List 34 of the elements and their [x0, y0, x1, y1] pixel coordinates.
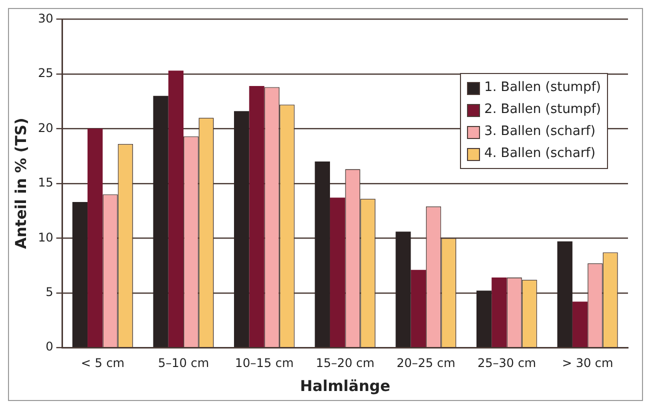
y-axis-title: Anteil in % (TS)	[12, 118, 30, 249]
x-tick-label: 25–30 cm	[477, 356, 536, 370]
bar	[492, 278, 507, 347]
bar	[249, 86, 264, 347]
x-tick-label: 5–10 cm	[158, 356, 210, 370]
x-tick-label: < 5 cm	[80, 356, 124, 370]
x-tick-label: 15–20 cm	[316, 356, 374, 370]
legend-label: 2. Ballen (stumpf)	[484, 101, 601, 119]
bar	[476, 290, 492, 347]
x-axis-title: Halmlänge	[300, 376, 390, 395]
y-tick-label: 0	[46, 340, 54, 354]
bar	[72, 202, 88, 347]
y-tick-label: 30	[38, 11, 54, 26]
y-tick-label: 15	[38, 176, 54, 190]
y-tick-label: 25	[38, 66, 54, 80]
bar	[557, 241, 572, 347]
x-tick-label: > 30 cm	[562, 356, 614, 370]
bar	[314, 162, 330, 347]
bar	[410, 270, 426, 347]
x-tick-label: 10–15 cm	[234, 356, 294, 370]
bar	[88, 128, 103, 347]
bar	[168, 70, 184, 347]
legend-label: 1. Ballen (stumpf)	[484, 79, 601, 97]
bar	[396, 232, 411, 347]
bar	[234, 111, 250, 347]
y-tick-label: 5	[46, 284, 54, 299]
legend-label: 3. Ballen (scharf)	[484, 123, 596, 141]
bar	[330, 198, 346, 347]
bar	[153, 96, 168, 347]
legend-label: 4. Ballen (scharf)	[484, 145, 596, 163]
y-tick-label: 10	[38, 230, 54, 244]
bar	[572, 302, 588, 347]
y-tick-label: 20	[38, 120, 54, 135]
x-tick-label: 20–25 cm	[396, 356, 456, 370]
